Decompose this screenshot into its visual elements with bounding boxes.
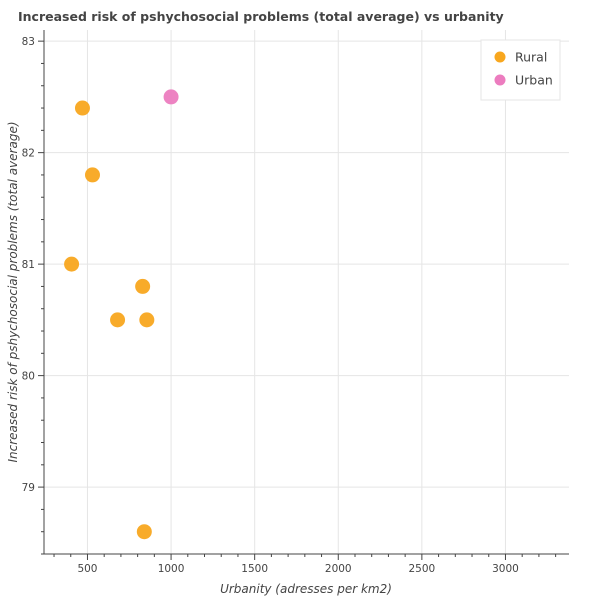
x-axis-label: Urbanity (adresses per km2) <box>220 582 392 596</box>
y-tick-label: 79 <box>22 482 35 494</box>
grid-lines <box>44 30 569 554</box>
y-tick-label: 80 <box>22 371 35 383</box>
data-point-rural <box>136 524 152 540</box>
legend-marker-rural <box>494 51 506 63</box>
x-tick-label: 500 <box>77 563 97 575</box>
x-tick-label: 1500 <box>241 563 268 575</box>
legend-label-rural: Rural <box>515 50 547 65</box>
data-point-rural <box>139 312 155 328</box>
legend-box <box>480 39 561 101</box>
data-points <box>64 89 179 540</box>
data-point-rural <box>74 100 90 116</box>
data-point-urban <box>163 89 179 105</box>
plot-background <box>44 30 569 554</box>
data-point-rural <box>135 278 151 294</box>
chart-title: Increased risk of pshychosocial problems… <box>18 9 504 24</box>
legend-label-urban: Urban <box>515 73 553 88</box>
legend-marker-urban <box>494 74 506 86</box>
data-point-rural <box>84 167 100 183</box>
data-point-rural <box>64 256 80 272</box>
y-tick-label: 81 <box>22 259 35 271</box>
x-tick-label: 2000 <box>325 563 352 575</box>
x-tick-label: 3000 <box>492 563 519 575</box>
x-tick-label: 2500 <box>408 563 435 575</box>
legend: Rural Urban <box>480 39 561 101</box>
y-tick-label: 82 <box>22 148 35 160</box>
axis-ticks: 500 1000 1500 2000 2500 3000 79 80 81 82 83 <box>22 36 557 575</box>
y-tick-label: 83 <box>22 36 35 48</box>
data-point-rural <box>110 312 126 328</box>
x-tick-label: 1000 <box>158 563 185 575</box>
y-axis-label: Increased risk of pshychosocial problems… <box>6 121 20 462</box>
